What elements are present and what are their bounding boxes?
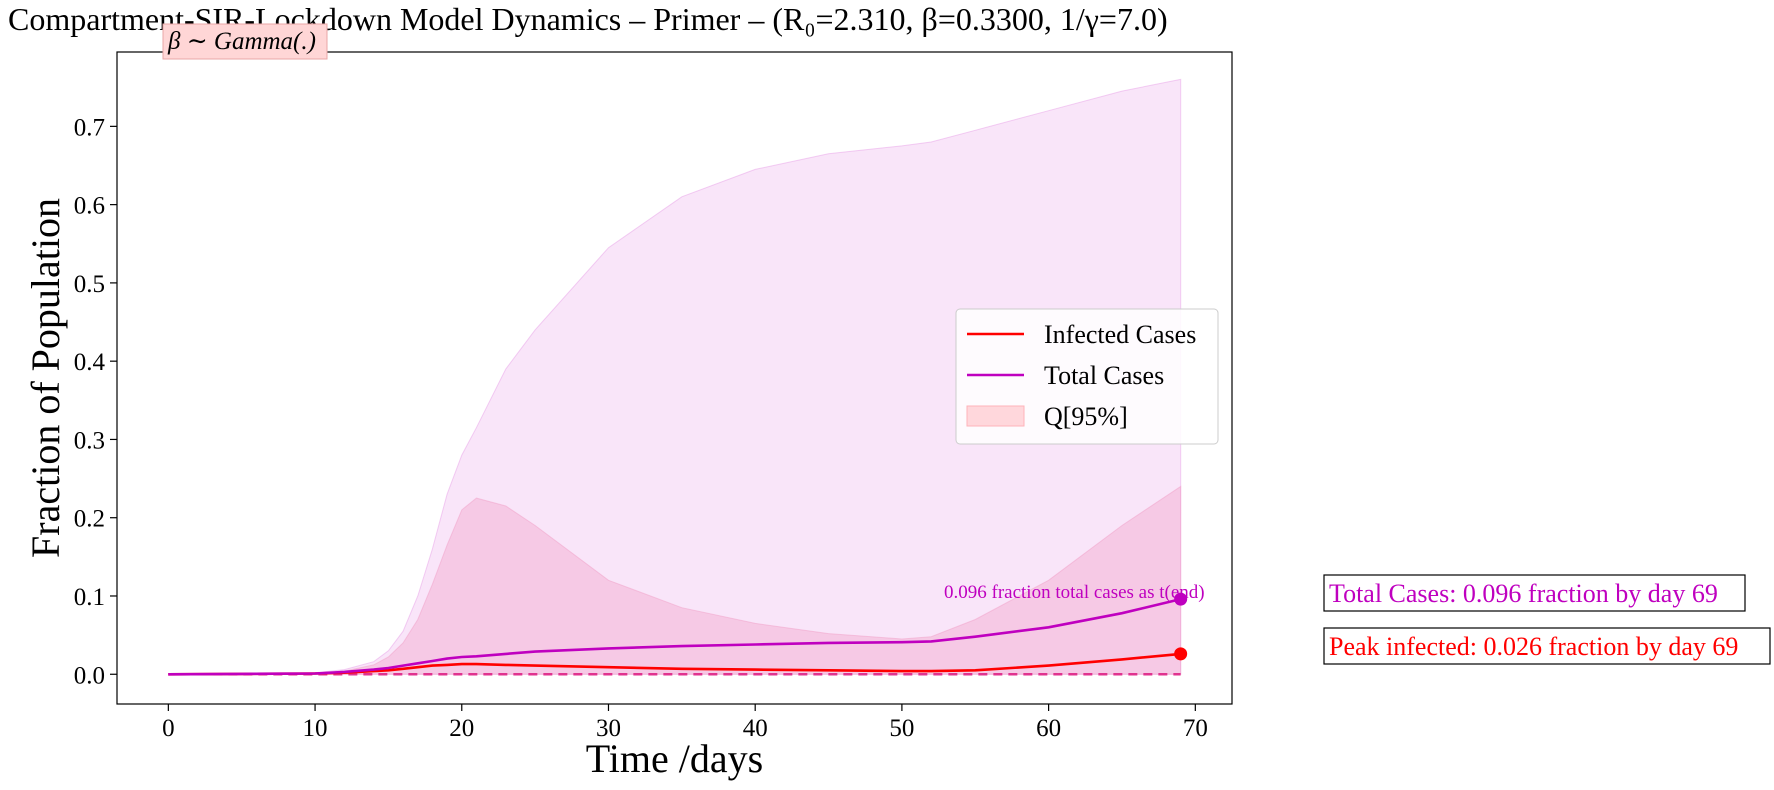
x-tick-label: 70 (1183, 715, 1208, 742)
legend: Infected Cases Total Cases Q[95%] (955, 308, 1219, 445)
side-box-1 (1323, 627, 1771, 665)
y-tick-label: 0.0 (74, 662, 105, 689)
distribution-badge-box (162, 23, 328, 60)
y-axis-ticks: 0.0 0.1 0.2 0.3 0.4 0.5 0.6 0.7 (74, 114, 117, 689)
x-tick-label: 10 (303, 715, 328, 742)
legend-swatch (966, 405, 1025, 427)
x-axis-ticks: 0 10 20 30 40 50 60 70 (162, 704, 1208, 742)
y-tick-label: 0.4 (74, 349, 106, 376)
end-markers (1174, 592, 1188, 661)
y-tick-label: 0.7 (74, 114, 105, 141)
x-axis-label: Time /days (586, 736, 763, 781)
side-summary-boxes: Total Cases: 0.096 fraction by day 69 Pea… (1323, 574, 1771, 665)
legend-label: Infected Cases (1044, 320, 1196, 349)
end-marker-1 (1174, 647, 1188, 661)
series-line-1 (168, 597, 1182, 676)
series-lines (168, 597, 1182, 676)
legend-label: Total Cases (1044, 361, 1164, 390)
y-tick-label: 0.2 (74, 506, 105, 533)
x-tick-label: 0 (162, 715, 175, 742)
end-annotation: 0.096 fraction total cases as t(end) (944, 582, 1205, 603)
y-tick-label: 0.3 (74, 427, 105, 454)
side-box-0 (1323, 574, 1746, 612)
side-box-text: Peak infected: 0.026 fraction by day 69 (1329, 632, 1738, 661)
plot-frame (116, 51, 1233, 705)
x-tick-label: 50 (889, 715, 914, 742)
legend-label: Q[95%] (1044, 402, 1128, 431)
distribution-badge: β ∼ Gamma(.) (162, 23, 328, 60)
x-tick-label: 40 (743, 715, 768, 742)
side-box-text: Total Cases: 0.096 fraction by day 69 (1329, 579, 1718, 608)
y-tick-label: 0.5 (74, 271, 105, 298)
x-tick-label: 60 (1036, 715, 1061, 742)
x-tick-label: 30 (596, 715, 621, 742)
distribution-badge-label: β ∼ Gamma(.) (167, 28, 316, 55)
y-axis-label: Fraction of Population (23, 198, 68, 558)
y-tick-label: 0.6 (74, 193, 105, 220)
series-line-0 (168, 652, 1181, 676)
x-tick-label: 20 (449, 715, 474, 742)
y-tick-label: 0.1 (74, 584, 105, 611)
end-marker-0 (1174, 592, 1188, 606)
